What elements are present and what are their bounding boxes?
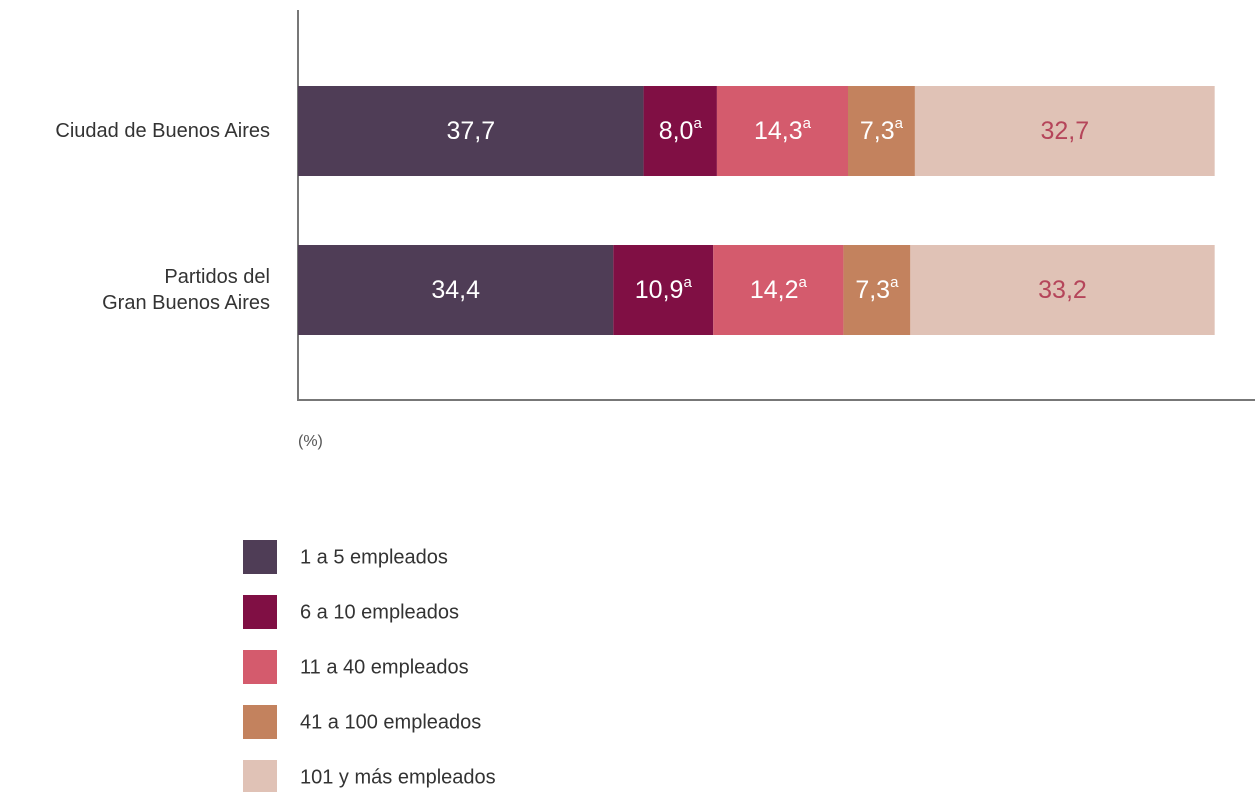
legend-swatch	[243, 650, 277, 684]
value-text: 7,3	[855, 276, 890, 304]
value-label: 10,9a	[635, 274, 693, 304]
legend-swatch	[243, 540, 277, 574]
bar-segment	[914, 86, 1215, 176]
value-label: 14,2a	[750, 274, 808, 304]
footnote-flag: a	[683, 274, 692, 291]
bar-segment	[298, 245, 614, 335]
bar-segment	[643, 86, 717, 176]
value-text: 37,7	[446, 117, 495, 145]
footnote-flag: a	[803, 115, 812, 132]
bar-segment	[613, 245, 714, 335]
value-label: 8,0a	[659, 115, 703, 145]
value-label: 14,3a	[754, 115, 812, 145]
bar-segment	[716, 86, 848, 176]
legend-label: 41 a 100 empleados	[300, 711, 481, 733]
legend-label: 1 a 5 empleados	[300, 546, 448, 568]
value-label: 33,2	[1038, 276, 1087, 304]
value-text: 14,2	[750, 276, 799, 304]
legend-swatch	[243, 760, 277, 792]
value-text: 33,2	[1038, 276, 1087, 304]
value-text: 34,4	[431, 276, 480, 304]
footnote-flag: a	[693, 115, 702, 132]
footnote-flag: a	[890, 274, 899, 291]
value-label: 34,4	[431, 276, 480, 304]
value-text: 32,7	[1040, 117, 1089, 145]
value-text: 7,3	[860, 117, 895, 145]
category-label: Partidos del Gran Buenos Aires	[102, 266, 270, 314]
bar-segment	[848, 86, 915, 176]
legend-label: 101 y más empleados	[300, 766, 496, 788]
category-label: Ciudad de Buenos Aires	[55, 120, 270, 142]
legend-label: 11 a 40 empleados	[300, 656, 469, 678]
value-label: 7,3a	[860, 115, 904, 145]
value-text: 8,0	[659, 117, 694, 145]
axis-unit: (%)	[298, 433, 323, 450]
value-label: 7,3a	[855, 274, 899, 304]
footnote-flag: a	[895, 115, 904, 132]
value-text: 14,3	[754, 117, 803, 145]
bar-segment	[910, 245, 1215, 335]
legend-swatch	[243, 595, 277, 629]
bar-segment	[713, 245, 844, 335]
legend-label: 6 a 10 empleados	[300, 601, 459, 623]
bar-segment	[843, 245, 911, 335]
value-label: 32,7	[1040, 117, 1089, 145]
value-text: 10,9	[635, 276, 684, 304]
value-label: 37,7	[446, 117, 495, 145]
legend-swatch	[243, 705, 277, 739]
footnote-flag: a	[798, 274, 807, 291]
bar-segment	[298, 86, 644, 176]
